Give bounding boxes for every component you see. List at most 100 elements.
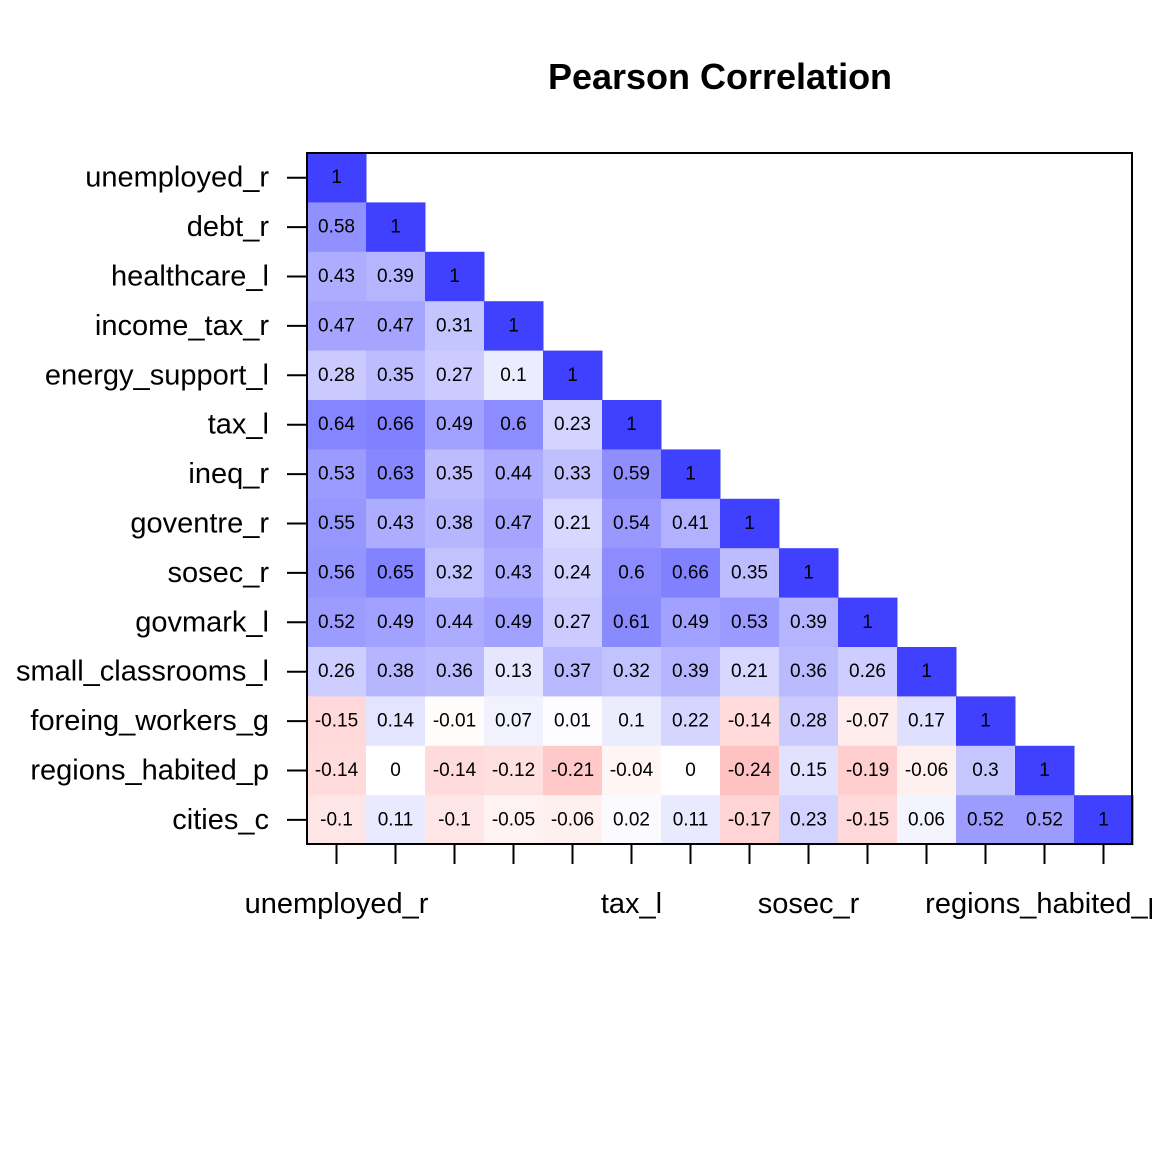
cell-value-label: 0.6 bbox=[618, 562, 644, 583]
y-tick-label: regions_habited_p bbox=[30, 755, 269, 787]
heatmap-cell bbox=[366, 696, 426, 747]
y-tick-label: unemployed_r bbox=[85, 162, 269, 194]
cell-value-label: 0.02 bbox=[613, 809, 650, 830]
y-tick-label: tax_l bbox=[208, 409, 269, 441]
cell-value-label: 0.1 bbox=[500, 365, 526, 386]
x-tick-label: sosec_r bbox=[758, 888, 860, 920]
heatmap-cell bbox=[425, 597, 485, 648]
cell-value-label: 0.38 bbox=[436, 513, 473, 534]
heatmap-cell bbox=[779, 795, 839, 846]
heatmap-cell bbox=[425, 251, 485, 302]
x-tick-label: unemployed_r bbox=[245, 888, 429, 920]
heatmap-cell bbox=[661, 795, 721, 846]
plot-frame bbox=[306, 152, 1133, 845]
heatmap-cell bbox=[1015, 795, 1075, 846]
heatmap-cell bbox=[779, 548, 839, 599]
heatmap-cell bbox=[543, 597, 603, 648]
heatmap-cell bbox=[307, 745, 367, 796]
heatmap-cell bbox=[838, 745, 898, 796]
heatmap-cell bbox=[484, 301, 544, 352]
cell-value-label: -0.07 bbox=[846, 711, 889, 732]
cell-value-label: 1 bbox=[803, 562, 814, 583]
heatmap-cell bbox=[366, 597, 426, 648]
cell-value-label: 1 bbox=[508, 315, 519, 336]
heatmap-cell bbox=[779, 647, 839, 697]
cell-value-label: 0.23 bbox=[790, 809, 827, 830]
heatmap-cell bbox=[720, 745, 780, 796]
heatmap-cell bbox=[484, 597, 544, 648]
cell-value-label: 0.27 bbox=[436, 365, 473, 386]
cell-value-label: 0.38 bbox=[377, 661, 414, 682]
cell-value-label: 0.39 bbox=[672, 661, 709, 682]
heatmap-cell bbox=[661, 647, 721, 697]
heatmap-cell bbox=[720, 548, 780, 599]
heatmap-cell bbox=[602, 647, 662, 697]
cell-value-label: 1 bbox=[626, 414, 637, 435]
heatmap-cell bbox=[366, 350, 426, 401]
y-tick-label: energy_support_l bbox=[45, 359, 269, 391]
cell-value-label: 0.39 bbox=[790, 612, 827, 633]
heatmap-cell bbox=[307, 400, 367, 450]
cell-value-label: 0.23 bbox=[554, 414, 591, 435]
chart-title: Pearson Correlation bbox=[547, 56, 893, 97]
cell-value-label: 0.53 bbox=[731, 612, 768, 633]
heatmap-cell bbox=[897, 795, 957, 846]
cell-value-label: -0.15 bbox=[846, 809, 889, 830]
cell-value-label: 0.49 bbox=[436, 414, 473, 435]
cell-value-label: -0.14 bbox=[433, 760, 477, 781]
cell-value-label: 0.53 bbox=[318, 464, 355, 485]
heatmap-cell bbox=[366, 301, 426, 352]
y-tick-label: cities_c bbox=[172, 804, 269, 836]
heatmap-cell bbox=[543, 548, 603, 599]
cell-value-label: -0.1 bbox=[438, 809, 471, 830]
cell-value-label: 0.01 bbox=[554, 711, 591, 732]
heatmap-cell bbox=[602, 498, 662, 549]
heatmap-cell bbox=[366, 647, 426, 697]
heatmap-cell bbox=[602, 548, 662, 599]
cell-value-label: 0.47 bbox=[318, 315, 355, 336]
cell-value-label: 1 bbox=[1039, 760, 1050, 781]
y-tick-label: goventre_r bbox=[130, 508, 269, 540]
cell-value-label: 0.52 bbox=[1026, 809, 1063, 830]
cell-value-label: 0.55 bbox=[318, 513, 355, 534]
cell-value-label: 0.26 bbox=[849, 661, 886, 682]
cell-value-label: 0.11 bbox=[378, 809, 414, 830]
heatmap-cell bbox=[307, 350, 367, 401]
cell-value-label: 0.49 bbox=[672, 612, 709, 633]
y-tick-label: sosec_r bbox=[167, 557, 269, 589]
heatmap-cell bbox=[307, 251, 367, 302]
cell-value-label: 0.66 bbox=[672, 562, 709, 583]
heatmap-cell bbox=[425, 400, 485, 450]
heatmap-cell bbox=[307, 449, 367, 500]
cell-value-label: 0.58 bbox=[318, 217, 355, 238]
heatmap-cell bbox=[425, 301, 485, 352]
cell-value-label: 0.28 bbox=[790, 711, 827, 732]
heatmap-cell bbox=[543, 350, 603, 401]
cell-value-label: -0.15 bbox=[315, 711, 358, 732]
y-tick-label: income_tax_r bbox=[95, 310, 269, 342]
heatmap-cell bbox=[661, 597, 721, 648]
heatmap-cell bbox=[956, 696, 1016, 747]
cell-value-label: 0.07 bbox=[495, 711, 532, 732]
heatmap-cell bbox=[661, 498, 721, 549]
cell-value-label: 0.52 bbox=[967, 809, 1004, 830]
heatmap-cell bbox=[484, 696, 544, 747]
cell-value-label: -0.04 bbox=[610, 760, 654, 781]
heatmap-cell bbox=[366, 745, 426, 796]
heatmap-cell bbox=[425, 745, 485, 796]
heatmap-cell bbox=[425, 696, 485, 747]
cell-value-label: 0.65 bbox=[377, 562, 414, 583]
cell-value-label: 1 bbox=[331, 167, 342, 188]
heatmap-cell bbox=[484, 350, 544, 401]
cell-value-label: 0.14 bbox=[377, 711, 414, 732]
cell-value-label: 0.17 bbox=[908, 711, 945, 732]
cell-value-label: 0.24 bbox=[554, 562, 591, 583]
y-tick-label: ineq_r bbox=[188, 458, 269, 490]
cell-value-label: -0.24 bbox=[728, 760, 772, 781]
cell-value-label: 0.35 bbox=[436, 464, 473, 485]
cell-value-label: -0.06 bbox=[905, 760, 948, 781]
cell-value-label: 1 bbox=[921, 661, 932, 682]
cell-value-label: 0.35 bbox=[731, 562, 768, 583]
heatmap-cell bbox=[897, 745, 957, 796]
